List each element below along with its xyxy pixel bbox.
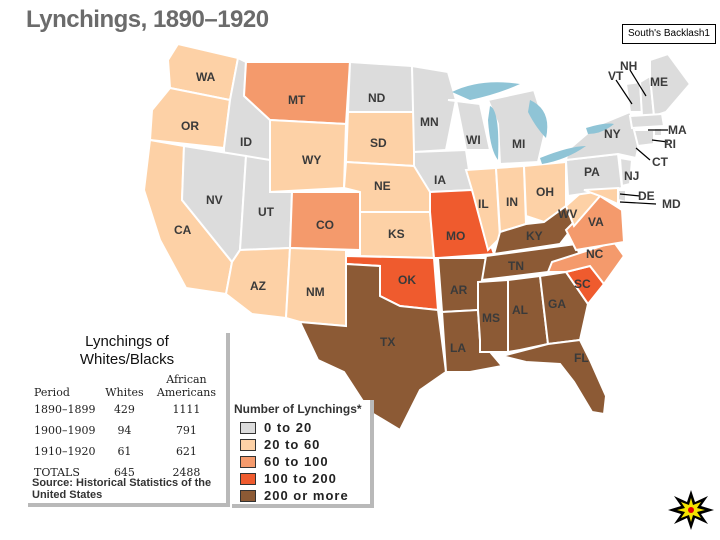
- state-OR: [148, 86, 232, 150]
- table-title-line2: Whites/Blacks: [79, 351, 175, 368]
- table-row: 1900–1909 94 791: [34, 424, 197, 437]
- label-SC: SC: [574, 277, 591, 291]
- state-DE: [617, 189, 627, 204]
- label-NJ: NJ: [624, 169, 639, 183]
- label-ID: ID: [240, 135, 252, 149]
- state-labels: WA OR CA ID NV UT AZ MT WY CO NM ND SD N…: [174, 59, 687, 365]
- label-CO: CO: [316, 218, 334, 232]
- state-NY: [564, 110, 642, 162]
- label-MA: MA: [668, 123, 687, 137]
- label-OK: OK: [398, 273, 416, 287]
- legend-swatch: [240, 421, 256, 434]
- header-whites: Whites: [105, 386, 144, 399]
- state-ME: [649, 52, 692, 118]
- lake-huron: [528, 100, 548, 138]
- label-NM: NM: [306, 285, 325, 299]
- state-RI: [653, 127, 663, 137]
- table-title: Lynchings of Whites/Blacks: [28, 333, 226, 369]
- legend-item: 60 to 100: [240, 454, 329, 469]
- state-FL: [501, 338, 608, 416]
- map-legend: Number of Lynchings* 0 to 20 20 to 60 60…: [232, 400, 374, 508]
- legend-item: 20 to 60: [240, 437, 320, 452]
- table-row: TOTALS 645 2488: [34, 466, 201, 479]
- label-MO: MO: [446, 229, 465, 243]
- state-MA: [628, 112, 666, 130]
- starburst-next-icon[interactable]: [668, 490, 714, 530]
- label-AZ: AZ: [250, 279, 266, 293]
- lake-superior: [452, 82, 520, 100]
- label-IA: IA: [434, 173, 446, 187]
- label-PA: PA: [584, 165, 600, 179]
- label-NH: NH: [620, 59, 637, 73]
- label-NV: NV: [206, 193, 223, 207]
- label-OR: OR: [181, 119, 199, 133]
- label-ME: ME: [650, 75, 668, 89]
- label-LA: LA: [450, 341, 466, 355]
- label-TX: TX: [380, 335, 395, 349]
- map-title: Lynchings, 1890–1920: [26, 6, 269, 33]
- lynchings-table: Period Whites African Americans 1890–1899…: [34, 373, 224, 483]
- label-MS: MS: [482, 311, 500, 325]
- label-WA: WA: [196, 70, 216, 84]
- table-source: Source: Historical Statistics of the Uni…: [32, 477, 212, 501]
- lake-ontario: [586, 123, 614, 134]
- label-CA: CA: [174, 223, 192, 237]
- label-MT: MT: [288, 93, 306, 107]
- callout-lines: [615, 69, 669, 205]
- state-TX: [298, 262, 448, 432]
- label-WV: WV: [558, 207, 577, 221]
- label-IN: IN: [506, 195, 518, 209]
- legend-swatch: [240, 438, 256, 451]
- label-AR: AR: [450, 283, 468, 297]
- state-MN: [410, 64, 458, 154]
- label-MI: MI: [512, 137, 525, 151]
- label-MN: MN: [420, 115, 439, 129]
- label-ND: ND: [368, 91, 386, 105]
- label-FL: FL: [574, 351, 589, 365]
- slide-tag: South's Backlash1: [622, 24, 716, 44]
- label-IL: IL: [478, 197, 489, 211]
- label-CT: CT: [652, 155, 669, 169]
- table-row: 1910–1920 61 621: [34, 445, 197, 458]
- lynchings-table-panel: Lynchings of Whites/Blacks Period Whites…: [28, 333, 230, 507]
- label-VT: VT: [608, 69, 624, 83]
- legend-item: 100 to 200: [240, 471, 337, 486]
- state-MD: [583, 186, 619, 206]
- label-WY: WY: [302, 153, 321, 167]
- label-GA: GA: [548, 297, 566, 311]
- label-OH: OH: [536, 185, 554, 199]
- legend-title: Number of Lynchings*: [234, 402, 362, 416]
- label-KY: KY: [526, 229, 543, 243]
- label-NY: NY: [604, 127, 621, 141]
- label-SD: SD: [370, 136, 387, 150]
- label-RI: RI: [664, 137, 676, 151]
- state-CT: [632, 129, 655, 148]
- label-WI: WI: [466, 133, 481, 147]
- state-WI: [447, 99, 492, 151]
- legend-swatch: [240, 455, 256, 468]
- legend-swatch: [240, 489, 256, 502]
- state-NJ: [618, 156, 634, 188]
- lake-erie: [540, 146, 586, 164]
- table-row: 1890–1899 429 1111: [34, 403, 201, 416]
- label-AL: AL: [512, 303, 528, 317]
- lake-michigan: [488, 106, 499, 160]
- table-header-row: Period Whites African Americans: [34, 373, 224, 399]
- label-TN: TN: [508, 259, 524, 273]
- label-NC: NC: [586, 247, 604, 261]
- legend-swatch: [240, 472, 256, 485]
- table-title-line1: Lynchings of: [85, 333, 169, 350]
- label-VA: VA: [588, 215, 604, 229]
- label-MD: MD: [662, 197, 681, 211]
- label-UT: UT: [258, 205, 275, 219]
- state-IL: [464, 166, 502, 252]
- legend-item: 0 to 20: [240, 420, 312, 435]
- header-african-americans: African Americans: [156, 373, 216, 399]
- label-NE: NE: [374, 179, 391, 193]
- label-DE: DE: [638, 189, 655, 203]
- label-KS: KS: [388, 227, 405, 241]
- legend-item: 200 or more: [240, 488, 349, 503]
- header-period: Period: [34, 386, 70, 399]
